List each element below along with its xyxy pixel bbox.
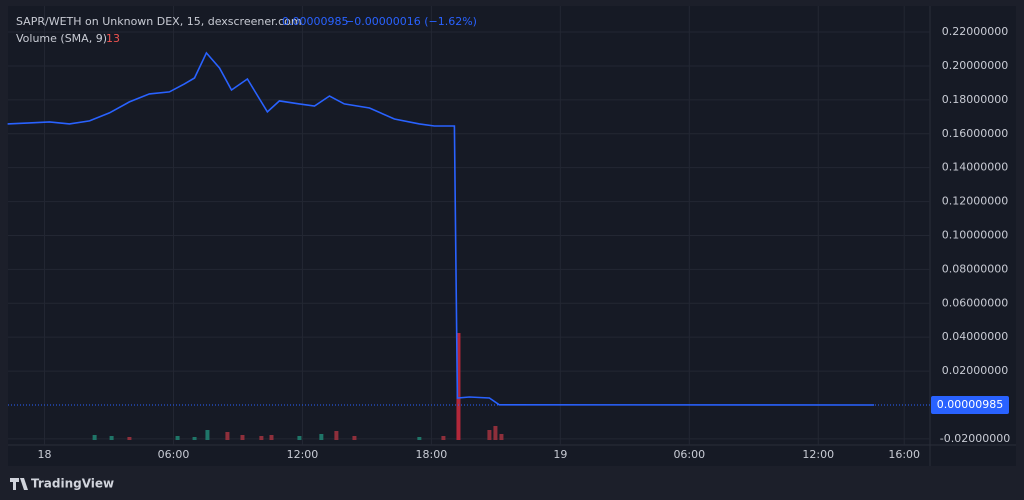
x-tick-label: 06:00 <box>158 448 190 461</box>
volume-bar <box>259 436 264 440</box>
x-tick-label: 18 <box>38 448 52 461</box>
y-tick-label: -0.02000000 <box>940 432 1010 445</box>
volume-bar <box>92 435 97 440</box>
volume-bar <box>205 430 210 440</box>
x-tick-label: 19 <box>553 448 567 461</box>
last-price: 0.00000985 <box>282 15 348 28</box>
panel <box>8 6 1016 466</box>
y-tick-label: 0.04000000 <box>942 330 1008 343</box>
x-tick-label: 06:00 <box>673 448 705 461</box>
y-tick-label: 0.20000000 <box>942 59 1008 72</box>
x-tick-label: 12:00 <box>802 448 834 461</box>
volume-bar <box>417 437 422 440</box>
volume-bar <box>297 436 302 440</box>
brand: TradingView <box>31 477 114 491</box>
volume-bar <box>175 436 180 440</box>
last-price-badge <box>931 395 1009 414</box>
volume-bar <box>456 333 461 440</box>
volume-bar <box>352 436 357 440</box>
volume-sma: 13 <box>106 32 120 45</box>
y-tick-label: 0.08000000 <box>942 262 1008 275</box>
volume-bar <box>109 436 114 440</box>
x-tick-label: 18:00 <box>416 448 448 461</box>
volume-bar <box>319 434 324 440</box>
volume-bar <box>127 437 132 440</box>
last-price-label: 0.00000985 <box>937 398 1003 411</box>
chart-title: SAPR/WETH on Unknown DEX, 15, dexscreene… <box>16 15 302 28</box>
volume-bar <box>240 435 245 440</box>
y-tick-label: 0.02000000 <box>942 364 1008 377</box>
volume-bar <box>269 435 274 440</box>
price-line <box>7 51 875 406</box>
y-tick-label: 0.06000000 <box>942 296 1008 309</box>
volume-bar <box>493 426 498 440</box>
volume-bar <box>499 434 504 440</box>
volume-bar <box>334 431 339 440</box>
y-tick-label: 0.10000000 <box>942 228 1008 241</box>
plot <box>7 51 875 440</box>
grid <box>8 6 930 445</box>
y-tick-label: 0.12000000 <box>942 195 1008 208</box>
x-tick-label: 12:00 <box>287 448 319 461</box>
price-change: −0.00000016 (−1.62%) <box>345 15 477 28</box>
volume-title: Volume (SMA, 9) <box>16 32 107 45</box>
y-tick-label: 0.16000000 <box>942 127 1008 140</box>
y-tick-label: 0.14000000 <box>942 161 1008 174</box>
volume-bar <box>225 432 230 440</box>
volume-bar <box>192 437 197 440</box>
y-tick-label: 0.22000000 <box>942 25 1008 38</box>
y-tick-label: 0.18000000 <box>942 93 1008 106</box>
x-tick-label: 16:00 <box>888 448 920 461</box>
volume-bar <box>487 430 492 440</box>
brand-logo <box>10 478 28 490</box>
volume-bar <box>441 436 446 440</box>
